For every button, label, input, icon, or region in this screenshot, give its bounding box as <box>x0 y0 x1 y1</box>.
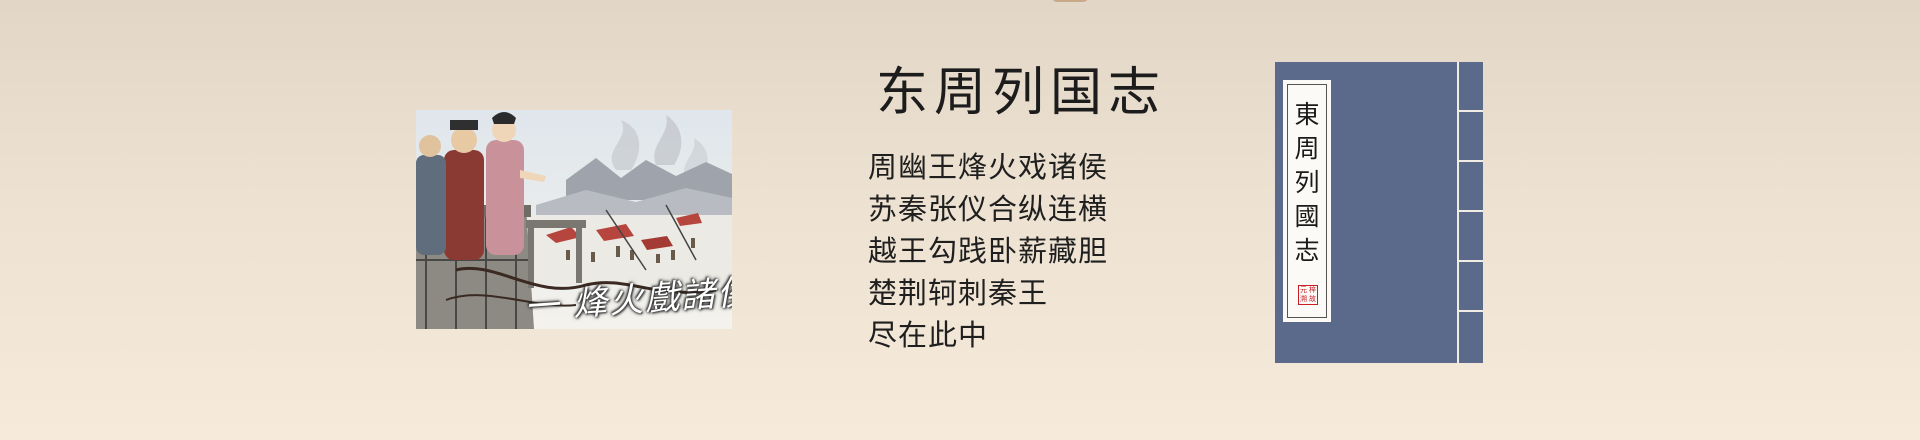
story-line: 尽在此中 <box>868 318 989 352</box>
page-title: 东周列国志 <box>876 63 1167 123</box>
seal-char: 故 <box>1309 295 1316 303</box>
top-ornament <box>1050 0 1090 2</box>
seal-char: 梓 <box>1309 286 1316 294</box>
story-line: 越王勾践卧薪藏胆 <box>868 234 1109 268</box>
story-line: 周幽王烽火戏诸侯 <box>868 150 1109 184</box>
seal-stamp: 梓 元 故 溯 <box>1298 285 1318 305</box>
story-line: 楚荆轲刺秦王 <box>868 276 1049 310</box>
illustration-image: 一 烽火戲諸侯 <box>416 110 732 329</box>
label-char: 周 <box>1294 134 1320 163</box>
label-char: 東 <box>1294 100 1320 129</box>
book-spine-line <box>1457 62 1459 363</box>
book-binding <box>1459 62 1483 363</box>
label-char: 志 <box>1294 236 1320 265</box>
seal-char: 溯 <box>1300 295 1307 303</box>
illustration-art <box>416 110 732 329</box>
label-char: 國 <box>1294 202 1320 231</box>
story-list: 周幽王烽火戏诸侯 苏秦张仪合纵连横 越王勾践卧薪藏胆 楚荆轲刺秦王 尽在此中 <box>868 146 1108 356</box>
seal-char: 元 <box>1300 286 1307 294</box>
label-char: 列 <box>1294 168 1320 197</box>
book-title-label: 東 周 列 國 志 梓 元 故 溯 <box>1283 80 1331 322</box>
book-cover: 東 周 列 國 志 梓 元 故 溯 <box>1275 62 1483 363</box>
story-line: 苏秦张仪合纵连横 <box>868 192 1109 226</box>
